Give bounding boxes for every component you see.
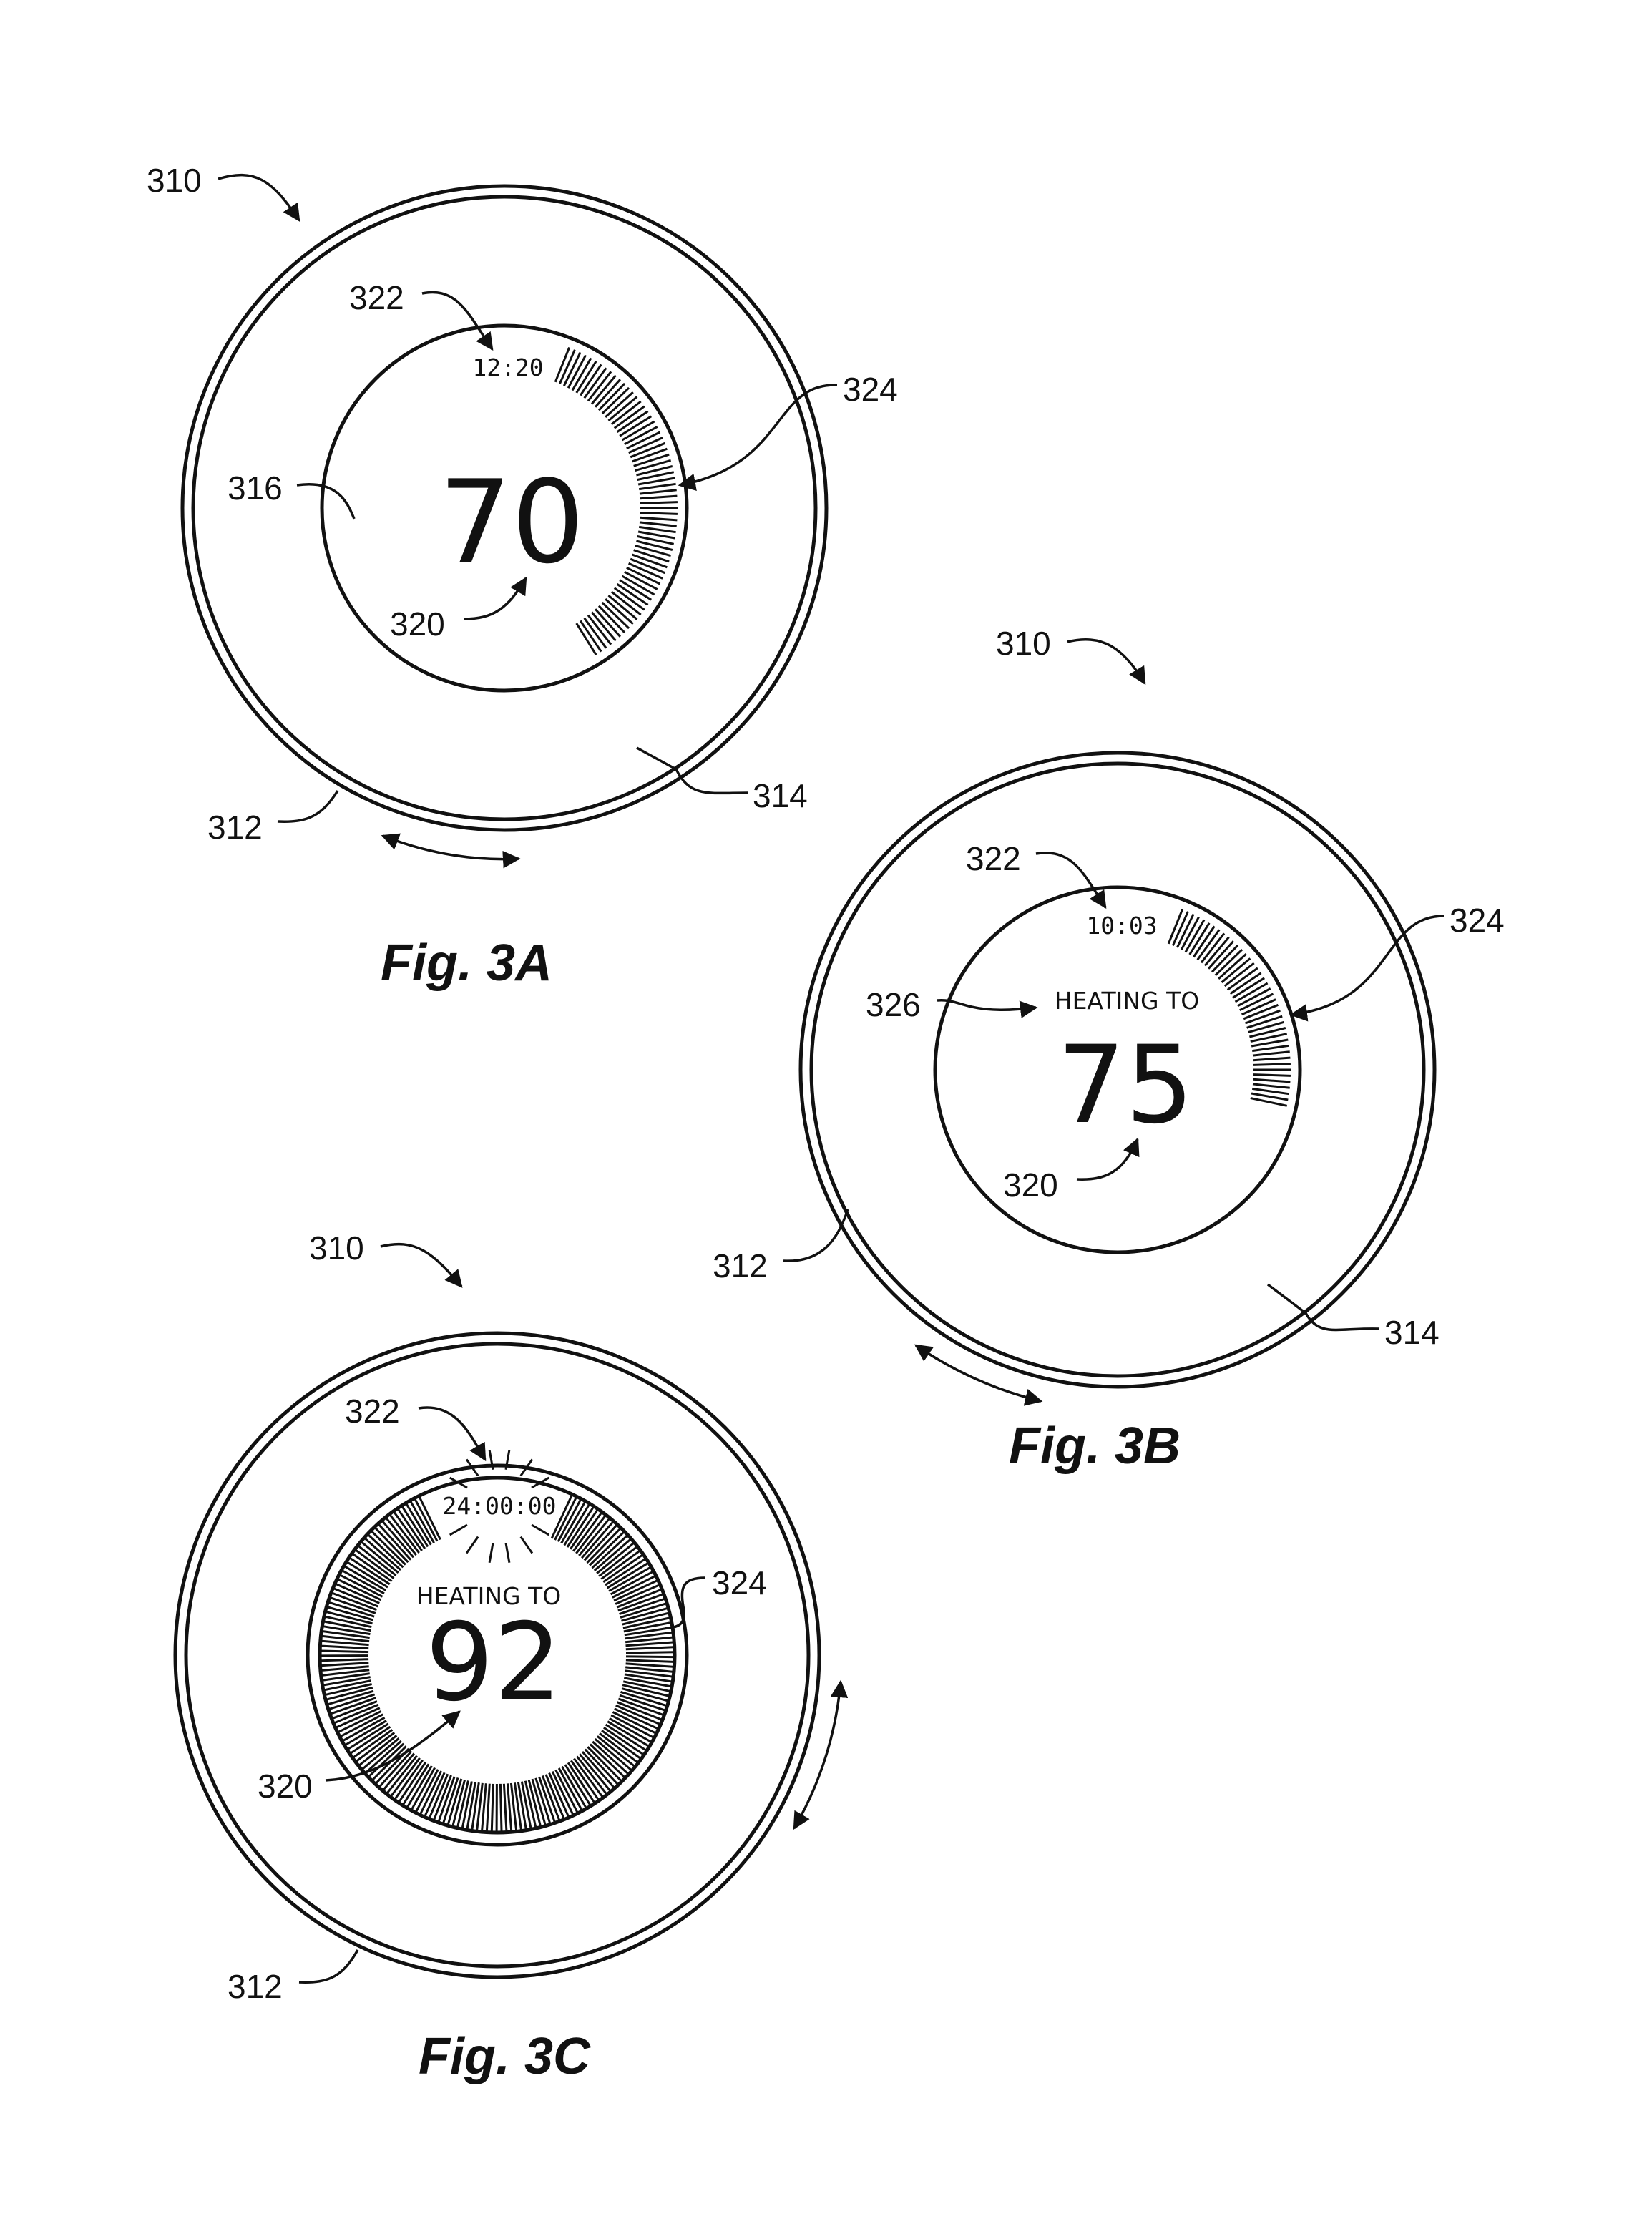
tick-mark-3c	[626, 1652, 673, 1653]
ref-310-3a: 310	[147, 162, 202, 199]
temperature-readout-3c: 92	[426, 1601, 562, 1725]
ref-322-3c: 322	[345, 1393, 400, 1430]
leader-322-3c	[419, 1408, 485, 1460]
timer-ray	[521, 1537, 532, 1554]
ref-320-3b: 320	[1003, 1166, 1058, 1204]
tick-mark-3c	[321, 1646, 368, 1649]
figure-3a: 12:20 70 310 322 324 316 320 312 314 Fig…	[147, 162, 898, 992]
tick-mark-3c	[500, 1784, 502, 1831]
tick-mark-3c	[626, 1647, 673, 1649]
tick-mark-3a	[640, 496, 678, 499]
tick-mark-3b	[1253, 1084, 1290, 1088]
tick-mark-3a	[640, 502, 678, 504]
leader-312-3c	[299, 1950, 358, 1982]
tick-mark-3c	[321, 1651, 368, 1652]
ref-322-3a: 322	[349, 279, 404, 316]
caption-3b: Fig. 3B	[1009, 1418, 1181, 1475]
timer-readout-3c: 24:00:00	[443, 1492, 557, 1520]
tick-mark-3a	[640, 490, 677, 494]
ref-312-3a: 312	[207, 809, 263, 846]
caption-3a: Fig. 3A	[381, 935, 552, 992]
tick-mark-3a	[635, 460, 671, 470]
ref-312-3b: 312	[713, 1247, 768, 1284]
tick-mark-3a	[640, 517, 678, 520]
leader-322-3b	[1036, 853, 1105, 907]
ref-324-3c: 324	[712, 1564, 767, 1601]
tick-mark-3c	[492, 1784, 493, 1831]
leader-314-3b	[1268, 1284, 1379, 1330]
figure-3b: 10:03 HEATING TO 75 310 322 324 326 320 …	[713, 625, 1505, 1475]
ref-314-3a: 314	[753, 777, 808, 814]
tick-mark-3b	[1252, 1088, 1289, 1093]
leader-310-3a	[218, 175, 299, 220]
tick-mark-3b	[1253, 1052, 1290, 1055]
temperature-readout-3b: 75	[1057, 1023, 1194, 1148]
ref-316-3a: 316	[228, 469, 283, 507]
tick-mark-3c	[555, 1498, 577, 1540]
tick-mark-3b	[1248, 1022, 1284, 1032]
ref-310-3b: 310	[996, 625, 1051, 662]
tick-mark-3c	[419, 1497, 440, 1539]
ref-320-3a: 320	[390, 605, 445, 643]
timer-ray	[489, 1543, 493, 1563]
tick-mark-3a	[634, 550, 670, 562]
leader-326-3b	[937, 1000, 1036, 1010]
status-text-3b: HEATING TO	[1055, 987, 1199, 1015]
ref-314-3b: 314	[1384, 1314, 1440, 1351]
ref-324-3b: 324	[1450, 902, 1505, 939]
leader-324-3b	[1291, 916, 1444, 1015]
leader-310-3b	[1067, 640, 1145, 683]
tick-mark-3a	[635, 545, 671, 555]
tick-mark-3b	[1252, 1045, 1289, 1050]
ref-326-3b: 326	[866, 986, 921, 1023]
leader-316-3a	[297, 484, 354, 519]
tick-mark-3c	[487, 1784, 489, 1831]
ref-320-3c: 320	[258, 1767, 313, 1805]
timer-ray	[466, 1537, 478, 1554]
leader-310-3c	[381, 1244, 461, 1287]
tick-mark-3b	[1253, 1064, 1291, 1065]
timer-ray	[532, 1525, 549, 1535]
rotation-arrow-3a	[383, 836, 519, 859]
rotation-arrow-3c	[794, 1682, 841, 1828]
ref-322-3b: 322	[966, 840, 1021, 877]
tick-mark-3b	[1253, 1079, 1291, 1082]
ref-310-3c: 310	[309, 1229, 364, 1267]
tick-mark-3c	[321, 1663, 368, 1666]
timer-ray	[506, 1543, 509, 1563]
tick-mark-3c	[626, 1642, 673, 1646]
tick-mark-3c	[507, 1783, 511, 1830]
time-readout-3a: 12:20	[472, 353, 543, 381]
tick-mark-3a	[634, 454, 670, 466]
tick-mark-3b	[1247, 1016, 1283, 1028]
tick-mark-3c	[504, 1784, 507, 1831]
tick-mark-3c	[626, 1664, 673, 1667]
tick-mark-3c	[626, 1660, 673, 1662]
tick-mark-3c	[321, 1659, 368, 1661]
tick-mark-3a	[639, 484, 675, 489]
ref-312-3c: 312	[228, 1968, 283, 2005]
leader-312-3a	[278, 791, 338, 821]
tick-mark-3c	[322, 1641, 369, 1644]
ref-324-3a: 324	[843, 371, 898, 408]
time-readout-3b: 10:03	[1086, 912, 1157, 940]
temperature-readout-3a: 70	[439, 455, 585, 589]
tick-mark-3b	[1253, 1058, 1291, 1060]
tick-mark-3a	[639, 527, 675, 532]
tick-mark-3a	[640, 522, 677, 526]
figure-3c: 24:00:00 HEATING TO 92 310 322 324 320 3…	[175, 1229, 841, 2085]
tick-mark-3b	[1253, 1075, 1291, 1076]
caption-3c: Fig. 3C	[419, 2028, 591, 2085]
tick-mark-3a	[640, 513, 678, 514]
timer-ray	[450, 1525, 467, 1535]
